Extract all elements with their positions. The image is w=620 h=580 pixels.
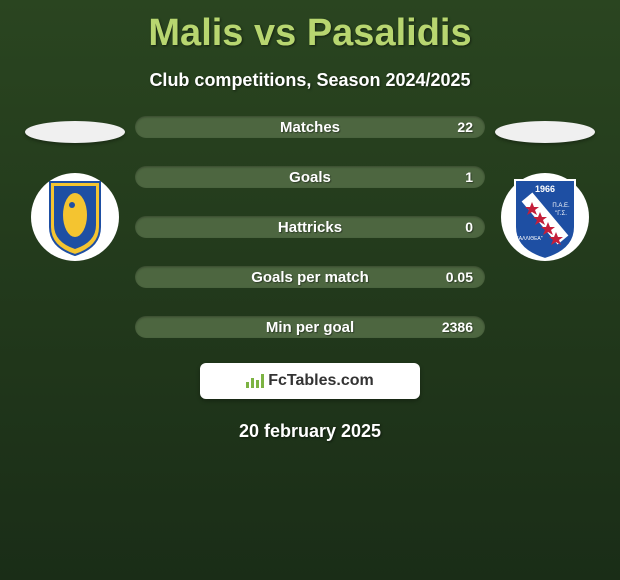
- stats-column: Matches 22 Goals 1 Hattricks 0 Goals per…: [135, 116, 485, 338]
- stat-row-gpm: Goals per match 0.05: [135, 266, 485, 288]
- comparison-area: Matches 22 Goals 1 Hattricks 0 Goals per…: [0, 121, 620, 338]
- panetolikos-crest-icon: [40, 177, 110, 257]
- stat-row-hattricks: Hattricks 0: [135, 216, 485, 238]
- stat-value-right: 2386: [442, 319, 473, 335]
- stat-label: Goals: [289, 169, 331, 186]
- stat-value-right: 1: [465, 169, 473, 185]
- stat-value-right: 22: [457, 119, 473, 135]
- stat-label: Goals per match: [251, 269, 369, 286]
- club-badge-left: [31, 173, 119, 261]
- subtitle: Club competitions, Season 2024/2025: [0, 70, 620, 91]
- player-right-nameplate: [495, 121, 595, 143]
- date-text: 20 february 2025: [0, 421, 620, 442]
- svg-text:Π.Α.Ε.: Π.Α.Ε.: [552, 203, 570, 209]
- kallithea-crest-icon: 1966 Π.Α.Ε. "Γ.Σ. ΚΑΛΛΙΘΕΑ": [505, 172, 585, 262]
- club-badge-right: 1966 Π.Α.Ε. "Γ.Σ. ΚΑΛΛΙΘΕΑ": [501, 173, 589, 261]
- page-title: Malis vs Pasalidis: [0, 0, 620, 55]
- player-left-nameplate: [25, 121, 125, 143]
- stat-row-goals: Goals 1: [135, 166, 485, 188]
- svg-text:ΚΑΛΛΙΘΕΑ": ΚΑΛΛΙΘΕΑ": [515, 236, 542, 242]
- stat-label: Min per goal: [266, 319, 354, 336]
- player-right-column: 1966 Π.Α.Ε. "Γ.Σ. ΚΑΛΛΙΘΕΑ": [485, 121, 605, 261]
- stat-row-mpg: Min per goal 2386: [135, 316, 485, 338]
- stat-label: Hattricks: [278, 219, 342, 236]
- fctables-brand-text: FcTables.com: [246, 372, 374, 390]
- fctables-brand-badge[interactable]: FcTables.com: [200, 363, 420, 399]
- player-left-column: [15, 121, 135, 261]
- stat-value-right: 0.05: [446, 269, 473, 285]
- svg-text:"Γ.Σ.: "Γ.Σ.: [555, 211, 567, 217]
- chart-icon: [246, 374, 264, 388]
- stat-row-matches: Matches 22: [135, 116, 485, 138]
- svg-text:1966: 1966: [535, 184, 555, 194]
- stat-value-right: 0: [465, 219, 473, 235]
- stat-label: Matches: [280, 119, 340, 136]
- brand-label: FcTables.com: [268, 372, 374, 390]
